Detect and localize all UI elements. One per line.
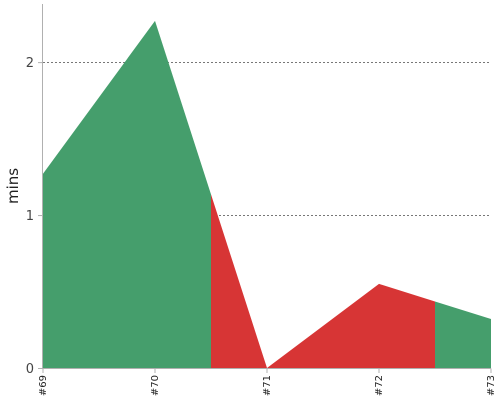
- area-segment-success-0: [43, 20, 211, 368]
- y-ticks: 0 1 2: [26, 56, 43, 377]
- x-tick-label-2: #71: [262, 375, 273, 396]
- y-tick-label-2: 2: [26, 56, 34, 71]
- x-tick-label-1: #70: [150, 375, 161, 396]
- area-segment-failure-1: [211, 194, 435, 368]
- x-tick-label-0: #69: [38, 375, 49, 396]
- area-segments: [43, 20, 491, 368]
- y-tick-label-0: 0: [26, 362, 34, 377]
- x-ticks: #69 #70 #71 #72 #73: [38, 368, 497, 396]
- x-tick-label-3: #72: [374, 375, 385, 396]
- y-tick-label-1: 1: [26, 209, 34, 224]
- area-segment-success-2: [435, 301, 491, 368]
- grid-lines: [43, 62, 491, 216]
- x-tick-label-4: #73: [486, 375, 497, 396]
- y-axis-title: mins: [4, 168, 22, 204]
